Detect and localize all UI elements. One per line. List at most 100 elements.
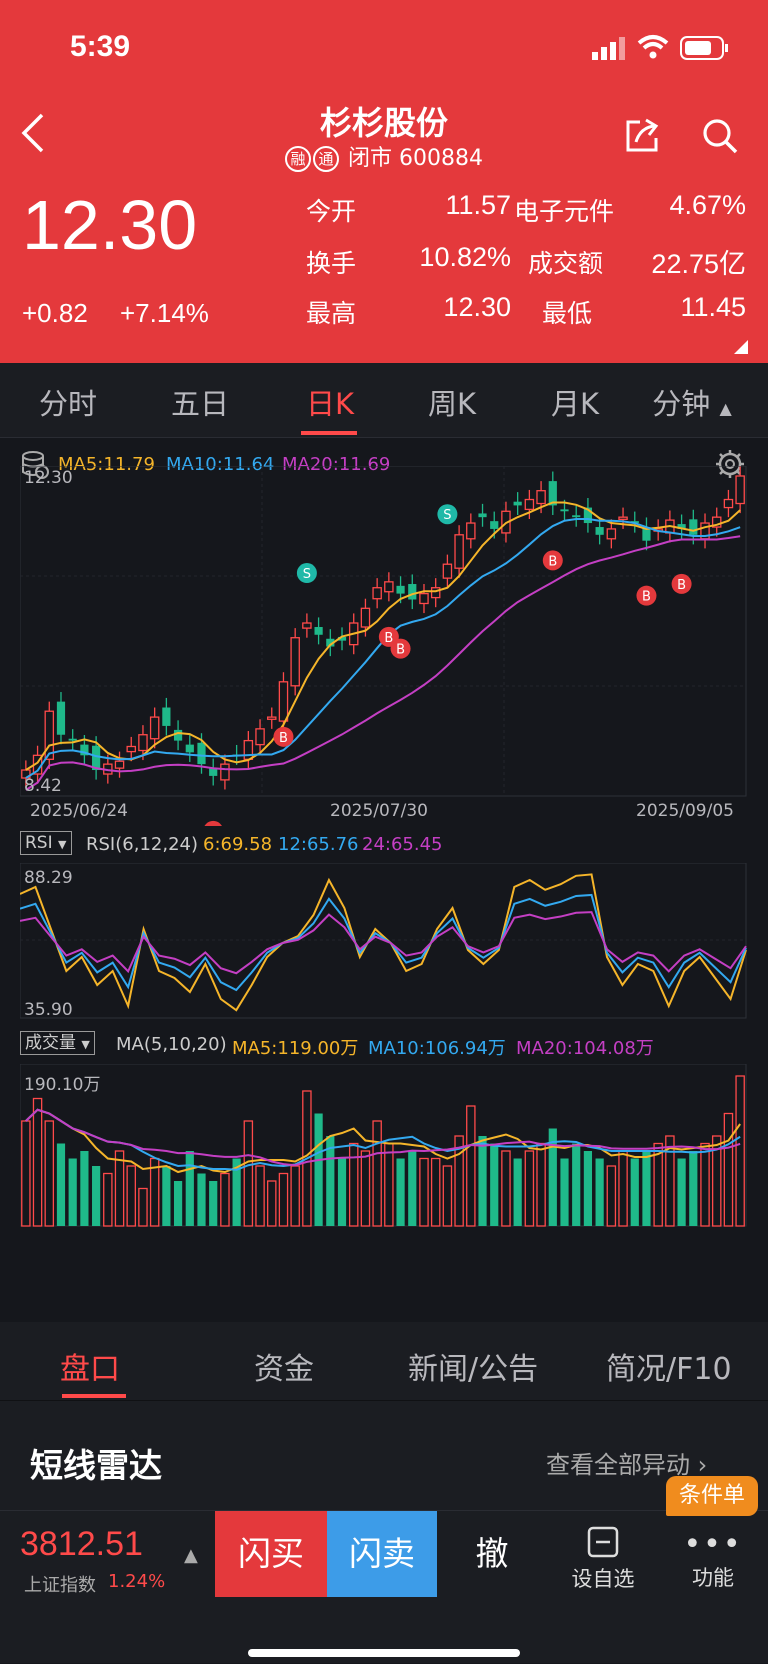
kline-y-high: 12.30 <box>24 468 73 488</box>
svg-text:B: B <box>677 578 686 593</box>
volume-bar <box>44 1120 55 1227</box>
buy-signal-marker[interactable]: B <box>542 550 563 571</box>
expand-corner-icon[interactable] <box>734 340 748 354</box>
volume-bar <box>360 1150 371 1227</box>
share-icon[interactable] <box>622 116 662 156</box>
candle-body <box>56 701 66 735</box>
bottom-toolbar: 3812.51 上证指数 1.24% ▲ 闪买 闪卖 撤 设自选 ••• 功能 <box>0 1510 768 1663</box>
volume-bar <box>642 1151 651 1226</box>
wifi-icon <box>637 35 669 59</box>
ma10-line <box>25 517 741 779</box>
condition-order-badge[interactable]: 条件单 <box>666 1476 758 1516</box>
quick-sell-button[interactable]: 闪卖 <box>327 1511 437 1597</box>
candle-body <box>430 587 441 599</box>
buy-signal-marker[interactable]: B <box>671 573 692 594</box>
volume-ma10-line <box>25 1108 741 1171</box>
sell-signal-marker[interactable]: S <box>296 563 317 584</box>
tab-profile-f10[interactable]: 简况/F10 <box>606 1352 732 1387</box>
volume-bar <box>689 1151 698 1226</box>
volume-selector-label: 成交量 <box>25 1033 76 1053</box>
volume-bar <box>68 1158 77 1226</box>
buy-signal-marker[interactable]: B <box>390 638 411 659</box>
cancel-order-button[interactable]: 撤 <box>475 1534 509 1573</box>
candle-body <box>419 592 429 605</box>
sector-value: 4.67% <box>669 190 746 220</box>
tab-news[interactable]: 新闻/公告 <box>408 1352 539 1387</box>
rsi24-value: 24:65.45 <box>362 834 443 855</box>
signal-icon <box>592 37 625 60</box>
short-term-radar: 短线雷达 查看全部异动 › <box>0 1400 768 1510</box>
candle-body <box>677 524 686 529</box>
volume-bar <box>197 1173 206 1226</box>
rsi-selector[interactable]: RSI ▼ <box>20 831 72 855</box>
volume-bar <box>560 1158 569 1226</box>
search-icon[interactable] <box>700 116 740 156</box>
candle-body <box>302 622 312 629</box>
volume-bar <box>114 1150 125 1227</box>
volume-chart[interactable] <box>20 1064 750 1234</box>
buy-signal-marker[interactable]: B <box>273 726 294 747</box>
margin-badge: 融 <box>285 146 311 172</box>
volume-bar <box>419 1157 429 1227</box>
date-label-start: 2025/06/24 <box>30 801 128 821</box>
ma5-legend: MA5:11.79 <box>58 454 155 475</box>
dropdown-triangle-icon: ▲ <box>719 399 732 418</box>
selector-caret-icon: ▼ <box>81 1038 90 1051</box>
tab-minute-label: 分钟 <box>652 387 711 421</box>
volume-bar <box>454 1135 464 1227</box>
tab-minute[interactable]: 分钟 ▲ <box>632 381 752 423</box>
detail-tabs: 盘口 资金 新闻/公告 简况/F10 <box>0 1322 768 1400</box>
tab-order-book[interactable]: 盘口 <box>60 1352 120 1387</box>
volume-bar <box>337 1158 347 1226</box>
volume-bar <box>583 1151 593 1226</box>
tab-daily-k[interactable]: 日K <box>305 387 355 421</box>
volume-bar <box>232 1158 241 1226</box>
high-value: 12.30 <box>443 292 511 322</box>
candle-body <box>548 481 557 506</box>
chart-area[interactable]: MA5:11.79 MA10:11.64 MA20:11.69 BBSBBSBB… <box>0 438 768 1318</box>
candle-body <box>80 744 89 756</box>
radar-view-all-link[interactable]: 查看全部异动 › <box>546 1445 707 1480</box>
volume-ma5-line <box>25 1108 741 1174</box>
svg-text:B: B <box>642 590 651 605</box>
candle-body <box>408 584 417 600</box>
index-value[interactable]: 3812.51 <box>20 1525 143 1563</box>
tab-intraday[interactable]: 分时 <box>38 387 97 421</box>
volume-bar <box>723 1112 734 1227</box>
tab-weekly-k[interactable]: 周K <box>427 387 477 421</box>
candle-body <box>689 519 698 535</box>
settings-gear-icon[interactable] <box>714 448 746 480</box>
volume-bar <box>735 1075 745 1227</box>
more-functions-button[interactable]: ••• 功能 <box>658 1519 768 1599</box>
rsi6-line <box>20 873 747 1012</box>
tab-five-day[interactable]: 五日 <box>170 387 229 421</box>
candle-body <box>290 637 300 687</box>
home-indicator <box>248 1649 520 1657</box>
buy-signal-marker[interactable]: B <box>636 585 657 606</box>
kline-y-low: 8.42 <box>24 776 62 796</box>
candle-body <box>454 534 464 569</box>
index-expand-icon[interactable]: ▲ <box>184 1545 198 1566</box>
candle-body <box>711 516 722 528</box>
volume-bar <box>630 1158 639 1226</box>
high-label: 最高 <box>306 299 357 328</box>
sell-signal-marker[interactable]: S <box>437 504 458 525</box>
volume-bar <box>348 1142 359 1227</box>
candlestick-chart[interactable]: BBSBBSBBB <box>20 466 750 826</box>
rsi-chart[interactable] <box>20 863 750 1023</box>
tab-monthly-k[interactable]: 月K <box>550 387 600 421</box>
svg-text:B: B <box>396 643 405 658</box>
back-arrow-icon[interactable] <box>20 112 46 154</box>
more-dots-icon: ••• <box>683 1527 743 1562</box>
buy-signal-marker[interactable]: B <box>203 820 223 826</box>
candle-body <box>255 728 265 746</box>
stock-code: 600884 <box>399 146 483 171</box>
stock-header: 5:39 杉杉股份 融通 闭市 600884 12.30 +0.82 <box>0 0 768 363</box>
add-watchlist-button[interactable]: 设自选 <box>548 1519 658 1599</box>
candle-body <box>396 585 405 594</box>
volume-ma5: MA5:119.00万 <box>232 1038 359 1059</box>
quick-buy-button[interactable]: 闪买 <box>215 1511 327 1597</box>
tab-funds[interactable]: 资金 <box>254 1352 314 1387</box>
date-label-mid: 2025/07/30 <box>330 801 428 821</box>
volume-selector[interactable]: 成交量 ▼ <box>20 1031 95 1055</box>
